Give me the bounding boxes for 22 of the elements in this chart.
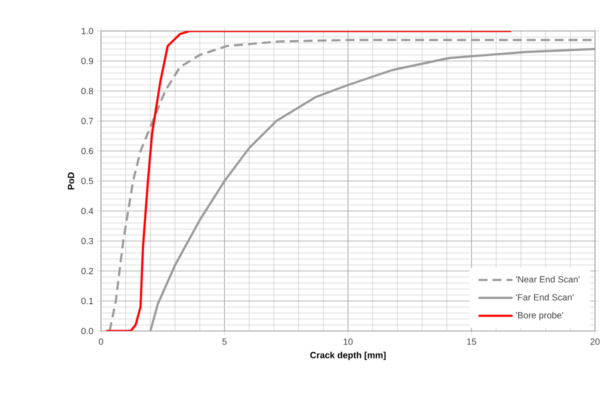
y-tick-label: 0.3	[81, 238, 94, 244]
legend-label: 'Near End Scan'	[516, 276, 580, 283]
y-tick-label: 0.4	[81, 208, 94, 214]
y-tick-label: 0.9	[81, 58, 94, 64]
legend-label: 'Far End Scan'	[516, 294, 574, 300]
x-tick-label: 15	[467, 338, 476, 345]
x-tick-label: 0	[98, 338, 104, 345]
line-series	[104, 30, 512, 331]
y-tick-label: 0.6	[81, 148, 94, 154]
y-tick-label: 0.5	[81, 178, 94, 184]
x-tick-label: 5	[222, 338, 227, 345]
x-axis-title: Crack depth [mm]	[310, 352, 386, 360]
legend-label: 'Bore probe'	[516, 312, 563, 320]
y-tick-label: 0.7	[81, 118, 94, 124]
x-tick-label: 10	[344, 338, 353, 345]
y-tick-label: 0.8	[81, 88, 94, 94]
y-tick-label: 0.1	[81, 298, 94, 304]
x-tick-label: 20	[590, 338, 600, 345]
y-tick-label: 0.0	[81, 328, 94, 334]
y-tick-label: 1.0	[82, 28, 94, 34]
y-axis-title: PoD	[68, 172, 74, 190]
y-tick-label: 0.2	[81, 268, 94, 274]
